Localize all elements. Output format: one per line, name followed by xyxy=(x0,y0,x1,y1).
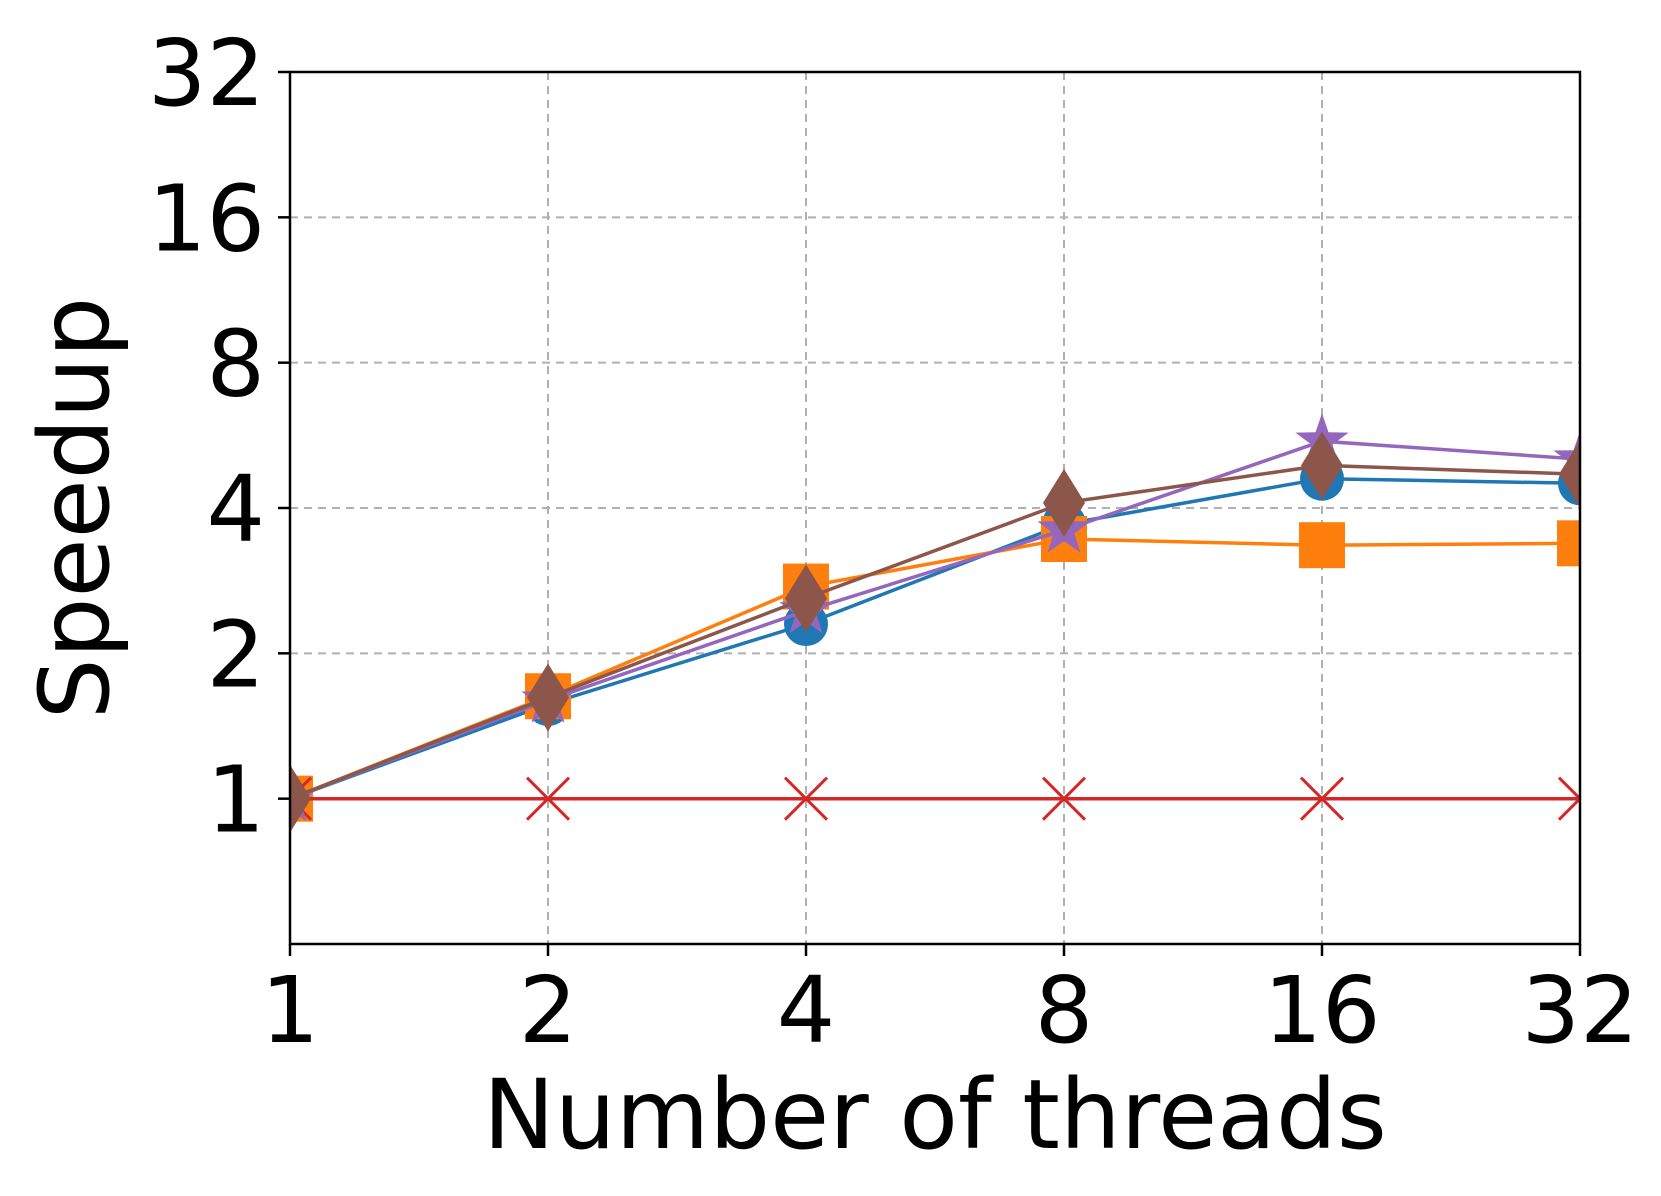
data-point-diamond xyxy=(1043,468,1085,537)
data-point-diamond xyxy=(1301,431,1343,500)
data-point-diamond xyxy=(290,764,311,833)
data-point-diamond xyxy=(1559,440,1580,509)
x-tick-label: 4 xyxy=(777,957,836,1064)
tick-labels: 1 2 4 8 16 32 1 2 4 8 16 32 xyxy=(148,20,1639,1064)
y-tick-label: 16 xyxy=(148,165,265,272)
series-diamond xyxy=(290,431,1580,833)
y-tick-label: 1 xyxy=(206,747,265,854)
data-point-x xyxy=(1557,776,1580,821)
data-point-x xyxy=(1299,776,1345,821)
series-line xyxy=(290,476,1580,801)
data-point-diamond xyxy=(527,663,569,732)
y-axis-title: Speedup xyxy=(19,297,131,720)
y-tick-label: 8 xyxy=(206,311,265,418)
grid-lines xyxy=(289,71,1581,944)
axis-ticks xyxy=(278,70,1582,956)
x-tick-label: 8 xyxy=(1035,957,1094,1064)
data-point-x xyxy=(290,776,313,821)
data-point-diamond xyxy=(785,564,827,633)
x-tick-label: 1 xyxy=(261,957,320,1064)
x-tick-label: 32 xyxy=(1521,957,1638,1064)
series-circle xyxy=(290,456,1580,821)
x-tick-label: 16 xyxy=(1263,957,1380,1064)
y-tick-label: 2 xyxy=(206,601,265,708)
data-point-square xyxy=(1299,522,1345,569)
data-point-square xyxy=(1557,520,1580,567)
series-square xyxy=(290,516,1580,822)
series-line xyxy=(290,463,1580,801)
series-star xyxy=(290,413,1580,822)
y-tick-label: 32 xyxy=(148,20,265,127)
data-point-x xyxy=(1041,776,1087,821)
series-line xyxy=(290,439,1580,801)
data-point-x xyxy=(525,776,571,821)
series-lines xyxy=(290,413,1580,833)
data-point-x xyxy=(783,776,829,821)
series-line xyxy=(290,537,1580,801)
x-axis-title: Number of threads xyxy=(483,1059,1387,1171)
y-tick-label: 4 xyxy=(206,456,265,563)
x-tick-label: 2 xyxy=(519,957,578,1064)
series-x xyxy=(290,776,1580,821)
